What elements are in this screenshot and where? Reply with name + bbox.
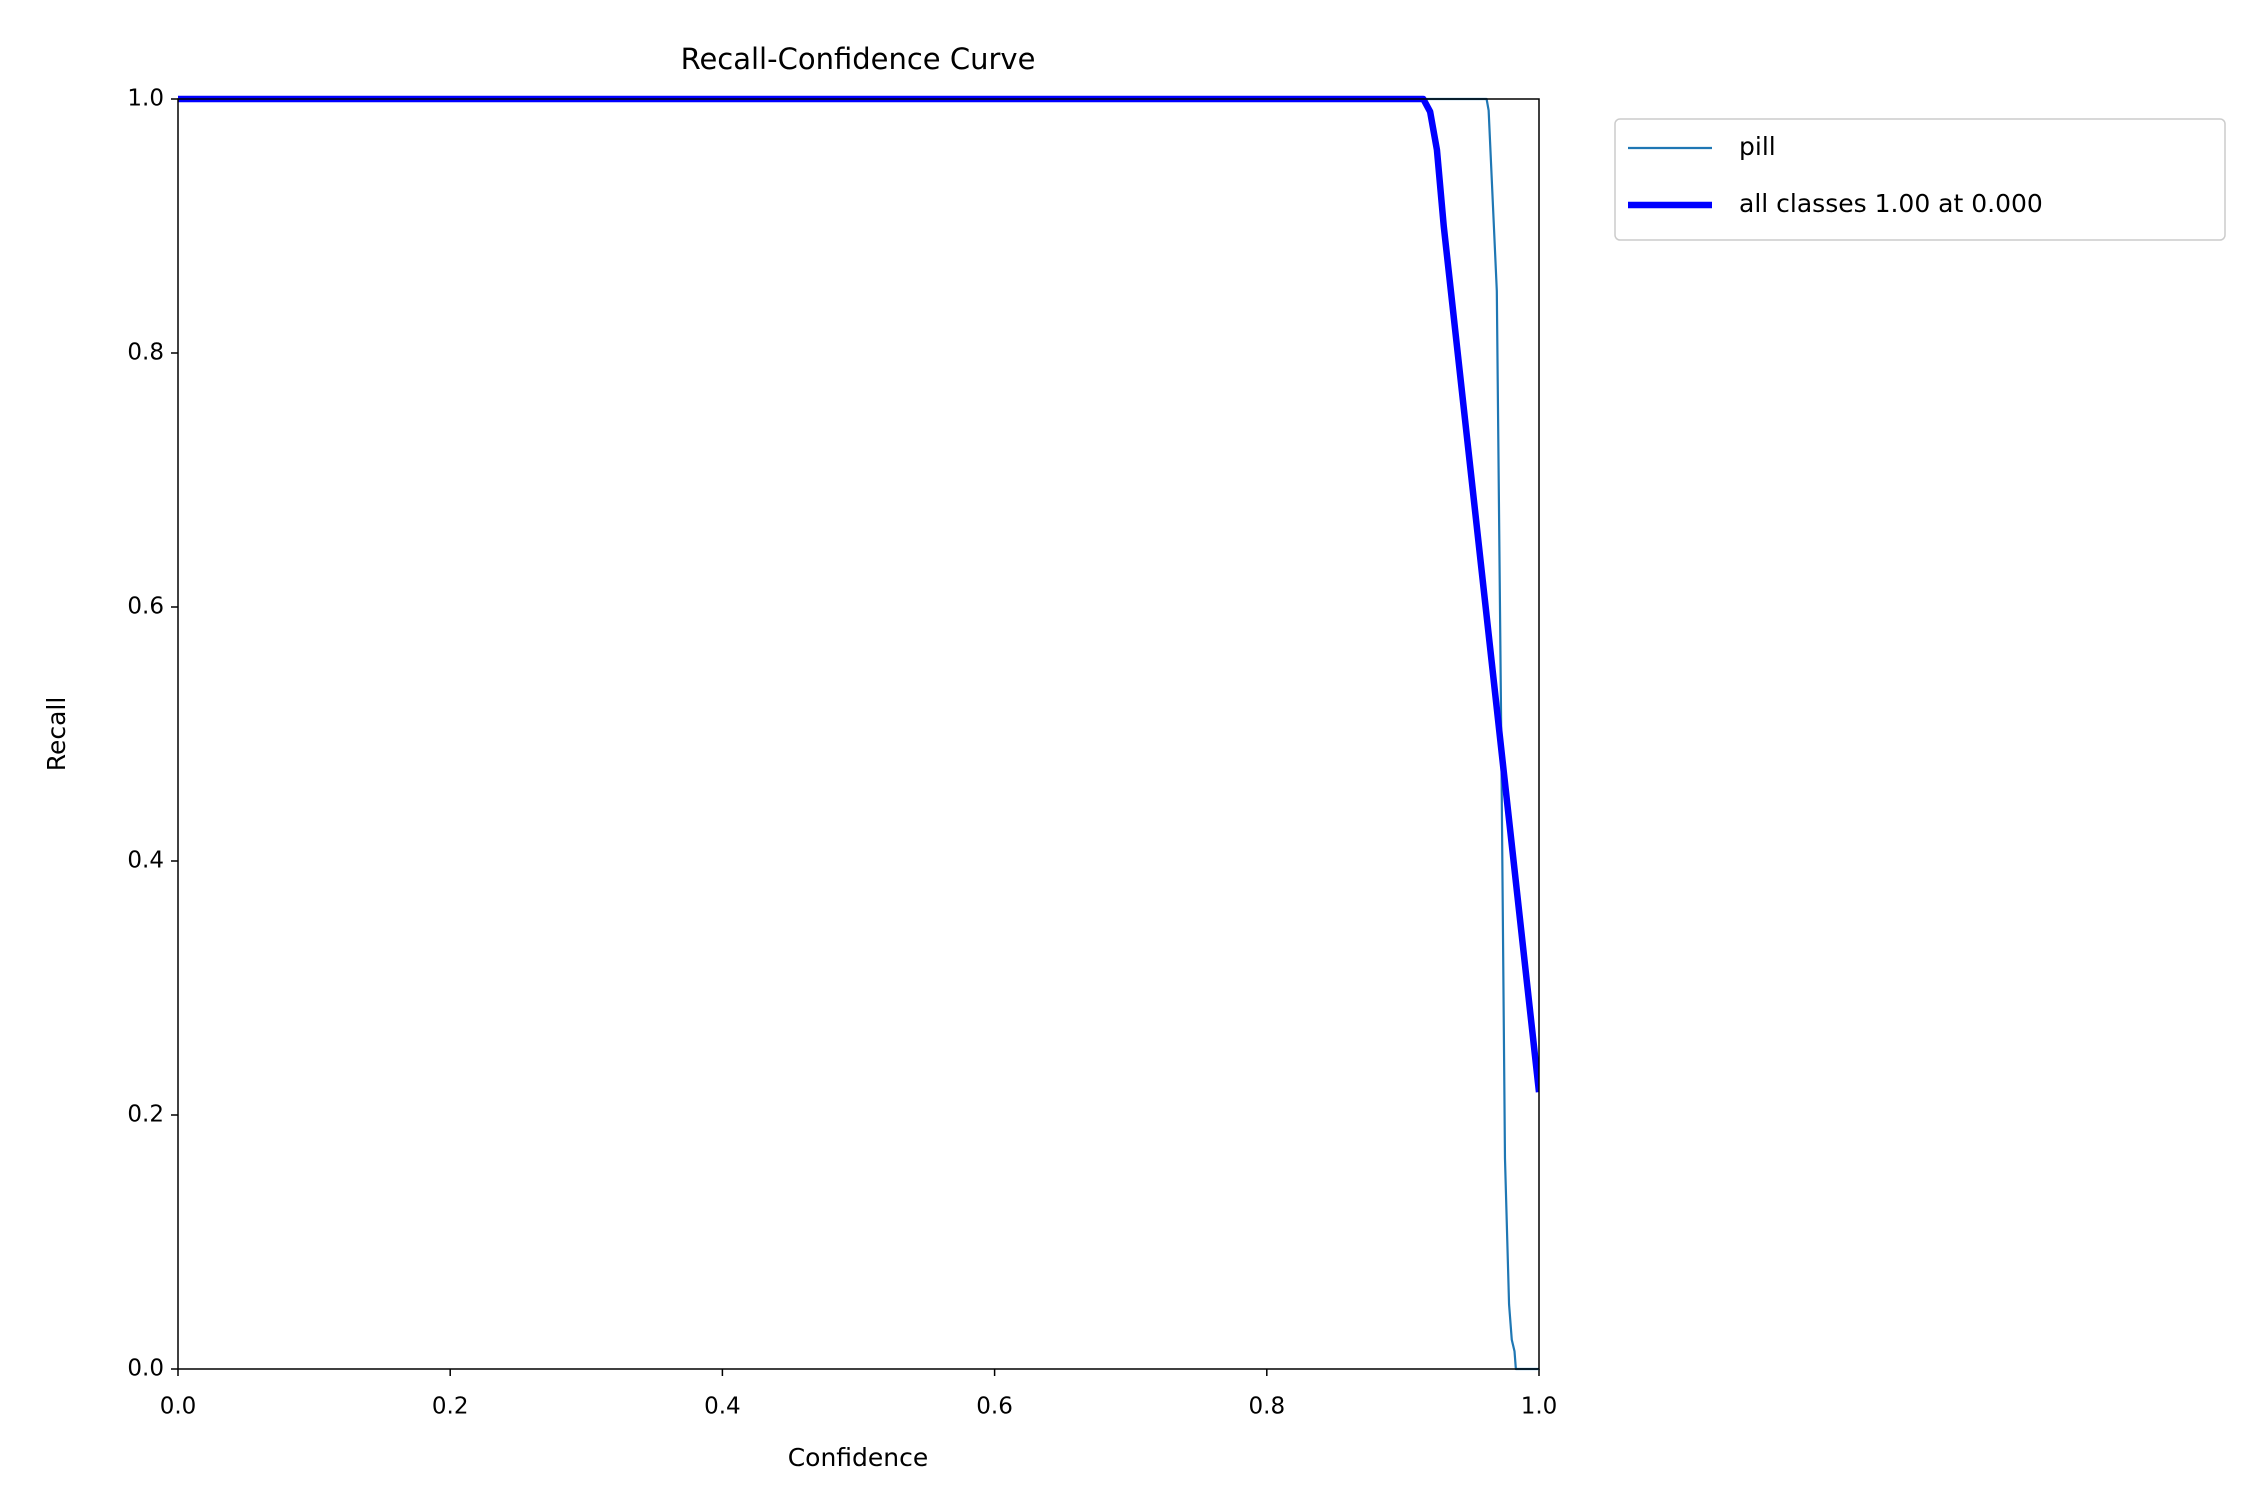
legend-label: pill bbox=[1739, 132, 1776, 161]
plot-frame bbox=[177, 98, 1540, 1370]
legend-box bbox=[1614, 118, 2226, 241]
chart-title: Recall-Confidence Curve bbox=[681, 42, 1036, 76]
x-tick-label: 0.8 bbox=[1249, 1394, 1286, 1420]
line bbox=[178, 95, 1539, 1093]
x-tick-label: 0.4 bbox=[704, 1394, 741, 1420]
y-axis-label: Recall bbox=[42, 697, 71, 772]
y-tick-label: 0.8 bbox=[127, 340, 164, 366]
x-tick-label: 1.0 bbox=[1521, 1394, 1558, 1420]
y-tick-label: 0.4 bbox=[127, 848, 164, 874]
x-axis-label: Confidence bbox=[788, 1443, 929, 1472]
legend-label: all classes 1.00 at 0.000 bbox=[1739, 189, 2043, 218]
x-tick-label: 0.0 bbox=[160, 1394, 197, 1420]
y-tick-label: 0.6 bbox=[127, 594, 164, 620]
x-tick-label: 0.2 bbox=[432, 1394, 469, 1420]
y-tick-label: 0.2 bbox=[127, 1102, 164, 1128]
y-tick-label: 0.0 bbox=[127, 1356, 164, 1382]
x-tick-label: 0.6 bbox=[976, 1394, 1013, 1420]
legend: pill all classes 1.00 at 0.000 bbox=[1614, 118, 2226, 241]
line bbox=[178, 97, 1539, 1371]
y-tick-label: 1.0 bbox=[127, 86, 164, 112]
